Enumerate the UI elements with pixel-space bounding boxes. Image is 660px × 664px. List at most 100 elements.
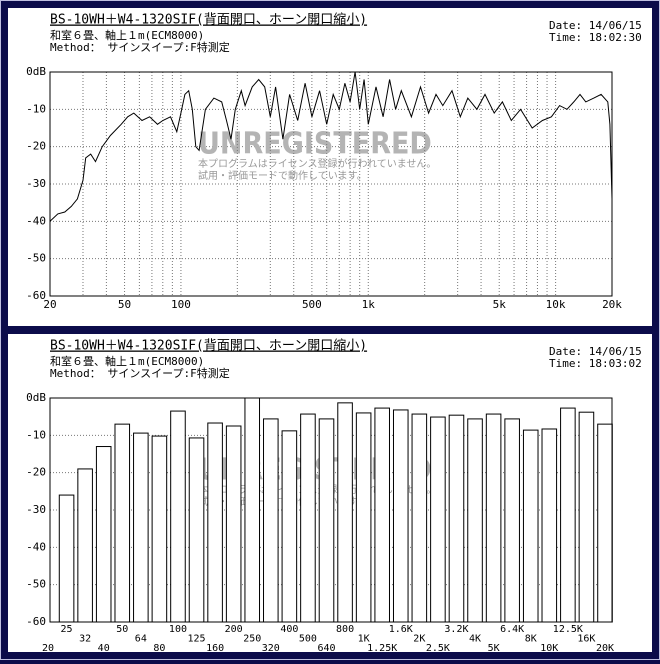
x-tick-label: 640 <box>317 643 335 654</box>
y-tick-label: 0dB <box>26 65 46 78</box>
bar <box>188 437 205 623</box>
time: Time: 18:03:02 <box>549 357 642 370</box>
x-tick-label: 1K <box>358 634 370 645</box>
x-tick-label: 1k <box>362 298 376 311</box>
bar <box>504 418 520 623</box>
x-tick-label: 5K <box>488 643 500 654</box>
x-tick-label: 20 <box>42 643 54 654</box>
chart-title: BS-10WH＋W4-1320SIF(背面開口、ホーン開口縮小) <box>50 12 367 28</box>
x-tick-label: 125 <box>188 634 206 645</box>
x-tick-label: 400 <box>280 624 298 635</box>
watermark-line: 本プログラムはライセンス登録が行われていません。 <box>198 157 436 170</box>
x-tick-label: 25 <box>61 624 73 635</box>
x-tick-label: 10k <box>546 298 566 311</box>
plot-frame <box>49 397 613 623</box>
chart-title: BS-10WH＋W4-1320SIF(背面開口、ホーン開口縮小) <box>50 338 367 354</box>
x-tick-label: 250 <box>243 634 261 645</box>
bar <box>448 414 465 623</box>
watermark: UNREGISTERED <box>198 127 432 162</box>
x-tick-label: 3.2K <box>444 624 468 635</box>
x-tick-label: 12.5K <box>553 624 583 635</box>
x-tick-label: 50 <box>116 624 128 635</box>
bar <box>578 411 595 623</box>
x-tick-label: 80 <box>153 643 165 654</box>
bar <box>411 413 428 623</box>
y-tick-label: -20 <box>26 466 46 479</box>
x-tick-label: 8K <box>525 634 537 645</box>
x-tick-label: 160 <box>206 643 224 654</box>
bar <box>430 416 446 623</box>
note: 和室６畳、軸上１m(ECM8000) <box>50 28 204 42</box>
bar <box>467 418 483 623</box>
bar <box>151 435 168 623</box>
note: Method： サインスイープ:F特測定 <box>50 366 230 380</box>
note: Method： サインスイープ:F特測定 <box>50 40 230 54</box>
y-tick-label: -40 <box>26 214 46 227</box>
y-tick-label: -60 <box>26 289 46 302</box>
x-tick-label: 1.25K <box>367 643 397 654</box>
bar <box>300 413 316 623</box>
y-tick-label: -40 <box>26 540 46 553</box>
bar <box>355 412 372 623</box>
x-tick-label: 200 <box>225 624 243 635</box>
x-tick-label: 320 <box>262 643 280 654</box>
bar <box>522 429 539 623</box>
x-tick-label: 5k <box>493 298 507 311</box>
bar <box>133 432 149 623</box>
bar <box>392 409 409 623</box>
bar <box>541 428 558 623</box>
x-tick-label: 10K <box>540 643 558 654</box>
x-tick-label: 20 <box>43 298 56 311</box>
x-tick-label: 100 <box>169 624 187 635</box>
time: Time: 18:02:30 <box>549 31 642 44</box>
bar <box>374 407 390 623</box>
x-tick-label: 800 <box>336 624 354 635</box>
y-tick-label: -20 <box>26 140 46 153</box>
response-line <box>49 71 613 222</box>
date: Date: 14/06/15 <box>549 345 642 358</box>
watermark-line: 試用・評価モードで動作しています。 <box>198 169 367 182</box>
y-tick-label: -50 <box>26 578 46 591</box>
x-tick-label: 40 <box>98 643 110 654</box>
y-tick-label: 0dB <box>26 391 46 404</box>
note: 和室６畳、軸上１m(ECM8000) <box>50 354 204 368</box>
bar <box>597 423 613 623</box>
x-tick-label: 6.4K <box>500 624 524 635</box>
x-tick-label: 4K <box>469 634 481 645</box>
y-tick-label: -10 <box>26 102 46 115</box>
y-tick-label: -30 <box>26 177 46 190</box>
bar <box>58 494 75 623</box>
panel <box>8 8 652 326</box>
x-tick-label: 32 <box>79 634 91 645</box>
bar <box>318 418 335 623</box>
bar <box>244 397 261 623</box>
x-tick-label: 16K <box>577 634 595 645</box>
bar <box>337 402 353 623</box>
y-tick-label: -60 <box>26 615 46 628</box>
bar <box>170 410 186 623</box>
date: Date: 14/06/15 <box>549 19 642 32</box>
y-tick-label: -10 <box>26 428 46 441</box>
bar <box>114 423 131 623</box>
x-tick-label: 20K <box>596 643 614 654</box>
bar <box>77 468 93 623</box>
x-tick-label: 2K <box>413 634 425 645</box>
bar <box>281 430 298 623</box>
x-tick-label: 100 <box>171 298 191 311</box>
bar <box>560 407 576 623</box>
bar <box>485 413 502 623</box>
bar <box>207 422 223 623</box>
x-tick-label: 2.5K <box>426 643 450 654</box>
x-tick-label: 500 <box>299 634 317 645</box>
x-tick-label: 1.6K <box>389 624 413 635</box>
bar <box>95 446 112 623</box>
y-tick-label: -30 <box>26 503 46 516</box>
plot-frame <box>49 71 613 297</box>
bar <box>225 425 242 623</box>
x-tick-label: 500 <box>302 298 322 311</box>
x-tick-label: 64 <box>135 634 147 645</box>
x-tick-label: 20k <box>602 298 622 311</box>
y-tick-label: -50 <box>26 252 46 265</box>
bar <box>263 418 279 623</box>
